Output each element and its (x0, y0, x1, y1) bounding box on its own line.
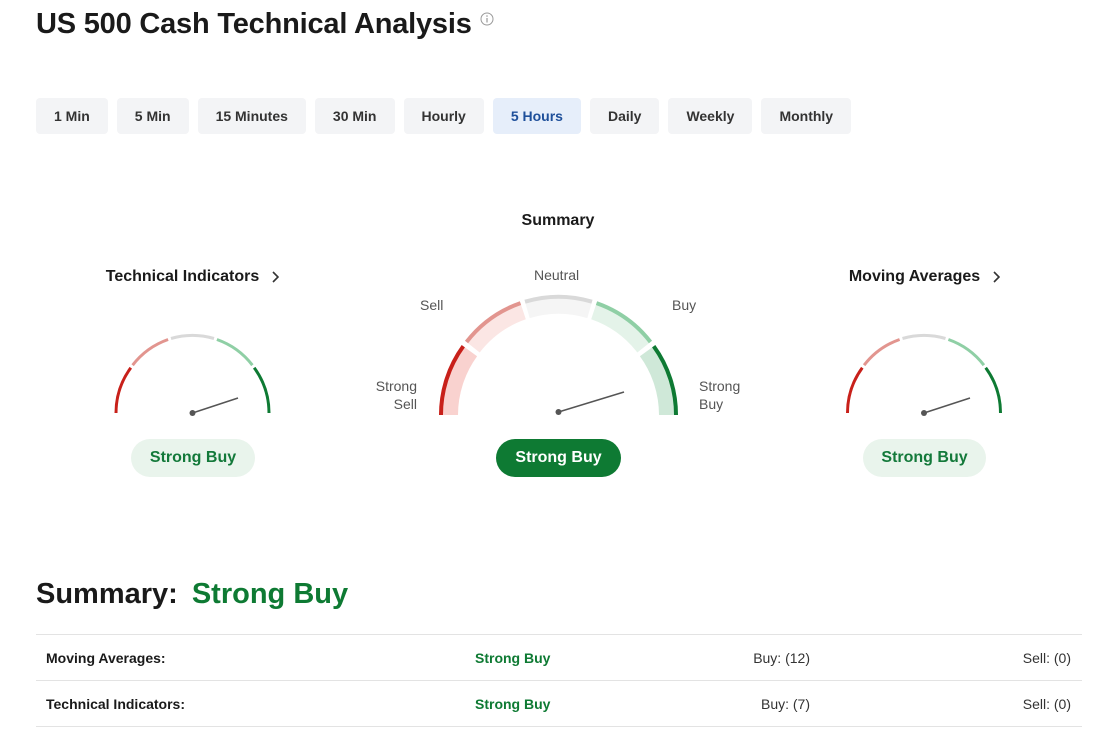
technical-indicators-gauge: Technical Indicators (80, 268, 305, 286)
tab-15-minutes[interactable]: 15 Minutes (197, 98, 306, 134)
gauge-label-strong-buy: Strong Buy (699, 377, 759, 413)
moving-averages-result: Strong Buy (863, 439, 986, 477)
tab-5-min[interactable]: 5 Min (116, 98, 189, 134)
row-name: Moving Averages: (46, 649, 166, 666)
row-buy-count: Buy: (7) (760, 695, 810, 712)
tab-30-min[interactable]: 30 Min (314, 98, 395, 134)
gauge-label-strong-sell-line-1: Strong (375, 378, 417, 394)
technical-indicators-link[interactable]: Technical Indicators (106, 268, 280, 286)
summary-gauge: Summary (458, 212, 658, 230)
table-row: Technical Indicators: Strong Buy Buy: (7… (36, 680, 1082, 727)
technical-indicators-heading: Technical Indicators (105, 268, 260, 285)
gauge-label-neutral: Neutral (534, 267, 580, 283)
row-buy-count: Buy: (12) (753, 649, 810, 666)
summary-dial (438, 294, 679, 416)
gauge-label-sell: Sell (420, 297, 444, 313)
gauge-label-strong-buy-line-2: Buy (699, 396, 724, 412)
row-signal: Strong Buy (475, 695, 551, 712)
row-name: Technical Indicators: (46, 695, 185, 712)
tab-1-min[interactable]: 1 Min (36, 98, 108, 134)
tab-5-hours[interactable]: 5 Hours (492, 98, 581, 134)
tab-hourly[interactable]: Hourly (403, 98, 484, 134)
row-signal: Strong Buy (475, 649, 551, 666)
gauge-label-strong-buy-line-1: Strong (699, 378, 741, 394)
moving-averages-gauge: Moving Averages (812, 268, 1037, 286)
row-sell-count: Sell: (0) (1022, 695, 1071, 712)
summary-gauge-heading: Summary (521, 212, 595, 229)
summary-label: Summary: (36, 578, 178, 610)
gauge-label-buy: Buy (672, 297, 697, 313)
chevron-right-icon (993, 271, 1001, 283)
summary-table: Moving Averages: Strong Buy Buy: (12) Se… (36, 634, 1082, 727)
tab-daily[interactable]: Daily (589, 98, 660, 134)
moving-averages-dial (846, 333, 1002, 416)
technical-indicators-result: Strong Buy (131, 439, 255, 477)
row-sell-count: Sell: (0) (1022, 649, 1071, 666)
chevron-right-icon (272, 271, 280, 283)
page-title: US 500 Cash Technical Analysis (36, 8, 472, 40)
summary-value: Strong Buy (191, 578, 349, 610)
gauge-label-strong-sell-line-2: Sell (393, 396, 417, 412)
tab-weekly[interactable]: Weekly (668, 98, 753, 134)
moving-averages-heading: Moving Averages (848, 268, 981, 285)
moving-averages-link[interactable]: Moving Averages (848, 268, 1001, 286)
title-row: US 500 Cash Technical Analysis (36, 6, 494, 42)
tab-monthly[interactable]: Monthly (761, 98, 852, 134)
timeframe-tabs: 1 Min 5 Min 15 Minutes 30 Min Hourly 5 H… (36, 98, 852, 134)
gauge-label-strong-sell: Strong Sell (360, 377, 417, 413)
summary-result: Strong Buy (496, 439, 621, 477)
table-row: Moving Averages: Strong Buy Buy: (12) Se… (36, 634, 1082, 680)
summary-row: Summary: Strong Buy (36, 578, 348, 611)
info-icon[interactable] (480, 12, 494, 26)
technical-indicators-dial (114, 333, 271, 416)
